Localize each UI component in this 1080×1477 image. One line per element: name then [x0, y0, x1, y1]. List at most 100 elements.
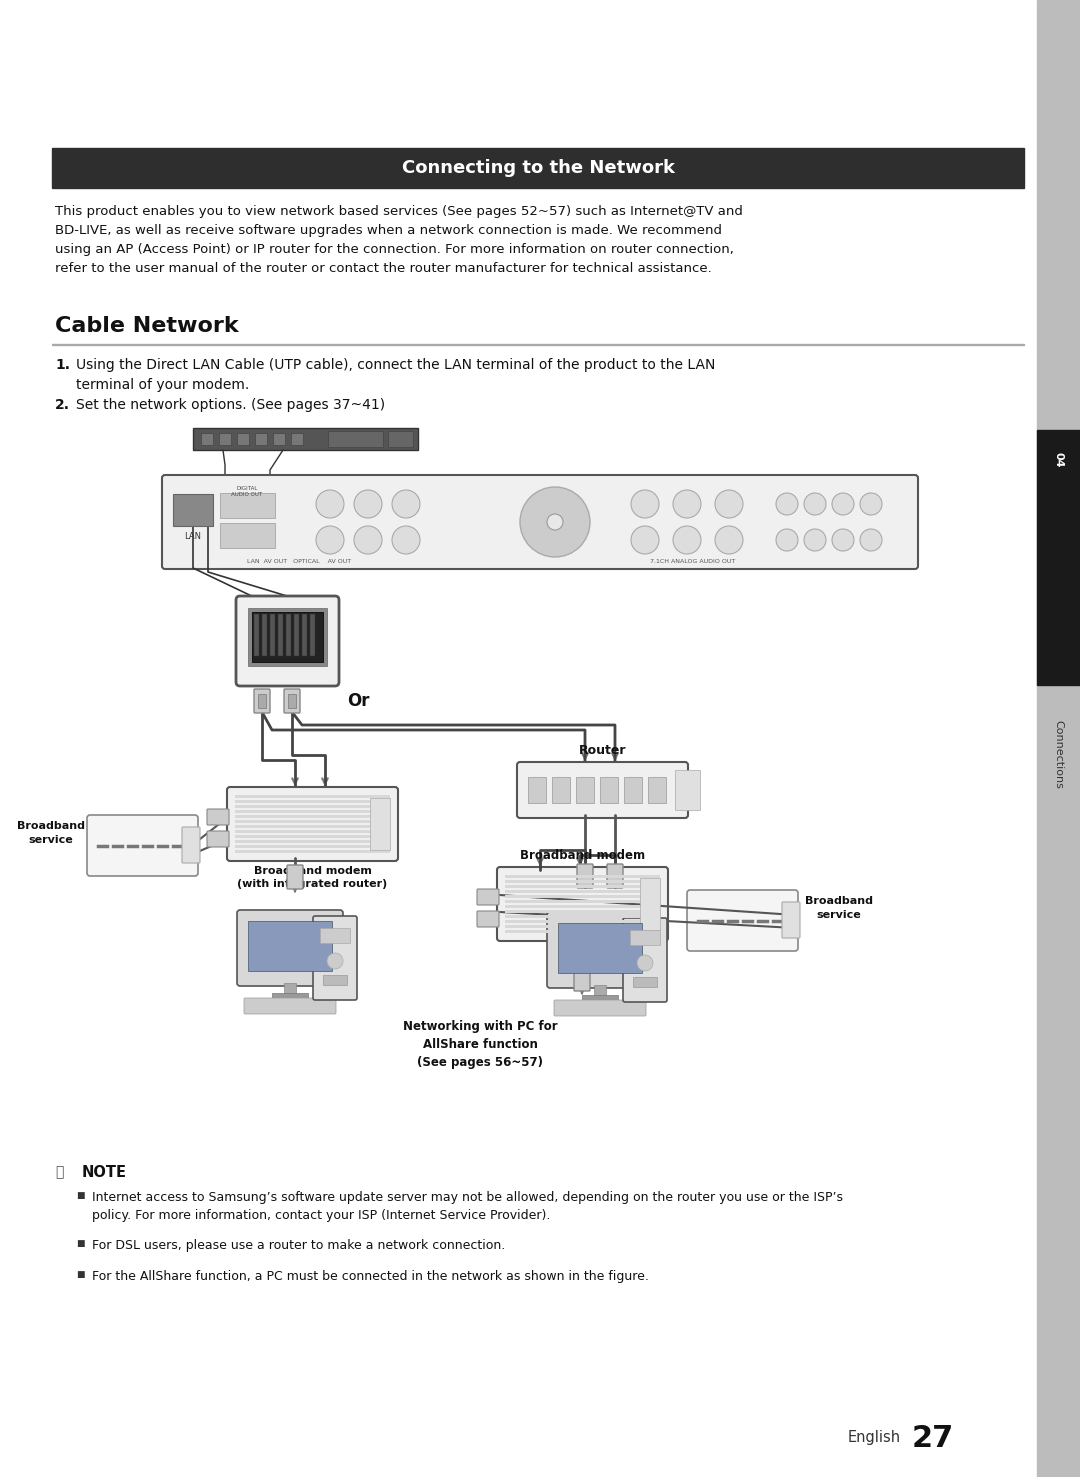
- Circle shape: [777, 493, 798, 515]
- Bar: [252, 611, 323, 662]
- Text: NOTE: NOTE: [82, 1165, 127, 1180]
- Bar: [201, 433, 213, 445]
- Text: Or: Or: [347, 693, 369, 710]
- Text: Connecting to the Network: Connecting to the Network: [402, 160, 675, 177]
- Bar: [630, 931, 660, 945]
- Bar: [633, 976, 657, 987]
- Circle shape: [860, 529, 882, 551]
- Bar: [220, 493, 275, 518]
- FancyBboxPatch shape: [497, 867, 669, 941]
- Circle shape: [777, 529, 798, 551]
- Text: Broadband
service: Broadband service: [805, 897, 873, 920]
- Text: LAN  AV OUT   OPTICAL    AV OUT: LAN AV OUT OPTICAL AV OUT: [247, 558, 351, 564]
- Bar: [270, 614, 275, 656]
- Bar: [505, 874, 660, 877]
- Text: This product enables you to view network based services (See pages 52~57) such a: This product enables you to view network…: [55, 205, 743, 275]
- Bar: [323, 975, 347, 985]
- Bar: [1037, 0, 1080, 1477]
- Bar: [286, 614, 291, 656]
- Bar: [648, 777, 666, 803]
- Bar: [505, 899, 660, 902]
- Bar: [272, 993, 308, 998]
- Bar: [235, 845, 390, 848]
- FancyBboxPatch shape: [313, 916, 357, 1000]
- Text: Set the network options. (See pages 37~41): Set the network options. (See pages 37~4…: [76, 397, 386, 412]
- Circle shape: [546, 514, 563, 530]
- Bar: [505, 885, 660, 888]
- Bar: [235, 849, 390, 854]
- Text: Using the Direct LAN Cable (UTP cable), connect the LAN terminal of the product : Using the Direct LAN Cable (UTP cable), …: [76, 357, 715, 391]
- FancyBboxPatch shape: [162, 476, 918, 569]
- FancyBboxPatch shape: [284, 688, 300, 713]
- Bar: [284, 984, 296, 995]
- Text: 04: 04: [1053, 452, 1064, 468]
- Bar: [1037, 430, 1080, 685]
- Bar: [576, 777, 594, 803]
- Bar: [388, 431, 413, 448]
- Text: For the AllShare function, a PC must be connected in the network as shown in the: For the AllShare function, a PC must be …: [92, 1270, 649, 1284]
- FancyBboxPatch shape: [183, 827, 200, 863]
- Circle shape: [804, 529, 826, 551]
- Bar: [52, 148, 1024, 188]
- Bar: [235, 801, 390, 803]
- Bar: [505, 880, 660, 883]
- Bar: [552, 777, 570, 803]
- FancyBboxPatch shape: [227, 787, 399, 861]
- Circle shape: [392, 490, 420, 518]
- FancyBboxPatch shape: [244, 998, 336, 1015]
- Circle shape: [673, 526, 701, 554]
- Bar: [505, 914, 660, 919]
- Bar: [173, 493, 213, 526]
- Text: ■: ■: [76, 1239, 84, 1248]
- Text: Internet access to Samsung’s software update server may not be allowed, dependin: Internet access to Samsung’s software up…: [92, 1190, 843, 1223]
- FancyBboxPatch shape: [623, 919, 667, 1001]
- Circle shape: [316, 490, 345, 518]
- Circle shape: [327, 953, 343, 969]
- Bar: [528, 777, 546, 803]
- Text: Cable Network: Cable Network: [55, 316, 239, 335]
- Text: Router: Router: [579, 744, 626, 758]
- Text: Connections: Connections: [1053, 719, 1064, 789]
- Bar: [235, 815, 390, 818]
- Bar: [505, 905, 660, 908]
- Bar: [193, 428, 418, 450]
- Circle shape: [860, 493, 882, 515]
- Bar: [370, 798, 390, 849]
- Text: 27: 27: [912, 1424, 955, 1453]
- Bar: [235, 795, 390, 798]
- Text: Broadband
service: Broadband service: [17, 821, 85, 845]
- Bar: [237, 433, 249, 445]
- FancyBboxPatch shape: [477, 911, 499, 928]
- Text: For DSL users, please use a router to make a network connection.: For DSL users, please use a router to ma…: [92, 1239, 505, 1252]
- Text: 7.1CH ANALOG AUDIO OUT: 7.1CH ANALOG AUDIO OUT: [650, 558, 735, 564]
- FancyBboxPatch shape: [207, 832, 229, 846]
- Circle shape: [715, 490, 743, 518]
- Bar: [594, 985, 606, 997]
- FancyBboxPatch shape: [477, 889, 499, 905]
- FancyBboxPatch shape: [254, 688, 270, 713]
- Bar: [302, 614, 307, 656]
- FancyBboxPatch shape: [287, 866, 303, 889]
- Circle shape: [631, 490, 659, 518]
- FancyBboxPatch shape: [607, 864, 623, 888]
- Bar: [624, 777, 642, 803]
- FancyBboxPatch shape: [577, 864, 593, 888]
- Circle shape: [316, 526, 345, 554]
- Text: ■: ■: [76, 1190, 84, 1199]
- FancyBboxPatch shape: [87, 815, 198, 876]
- Bar: [294, 614, 299, 656]
- Circle shape: [832, 493, 854, 515]
- Circle shape: [354, 490, 382, 518]
- Text: 📝: 📝: [55, 1165, 64, 1179]
- Bar: [505, 920, 660, 923]
- Bar: [254, 614, 259, 656]
- Bar: [235, 840, 390, 843]
- Bar: [248, 609, 327, 666]
- FancyBboxPatch shape: [782, 902, 800, 938]
- Text: DIGITAL
AUDIO OUT: DIGITAL AUDIO OUT: [231, 486, 262, 496]
- Bar: [505, 891, 660, 894]
- Bar: [320, 928, 350, 942]
- Circle shape: [519, 487, 590, 557]
- Bar: [235, 809, 390, 812]
- Circle shape: [631, 526, 659, 554]
